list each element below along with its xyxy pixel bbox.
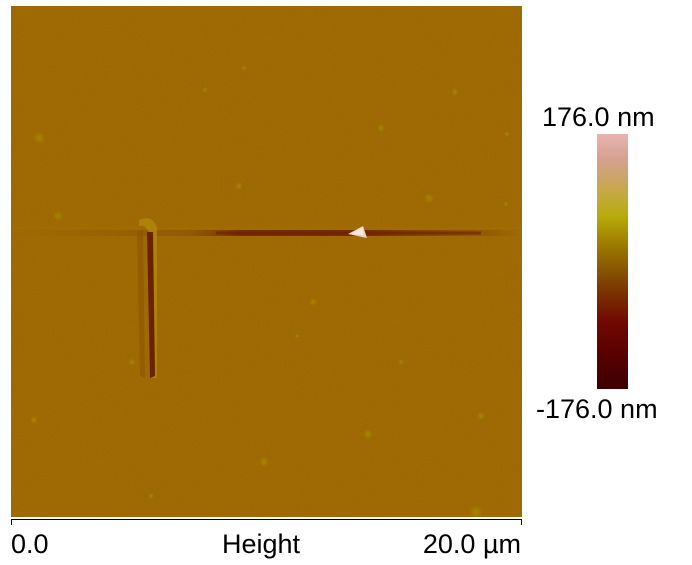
afm-height-image bbox=[11, 6, 522, 517]
horizontal-scratch-core bbox=[216, 231, 481, 235]
axis-tick-right bbox=[521, 519, 522, 525]
particle-highlight bbox=[351, 228, 364, 235]
vertical-scratch bbox=[147, 232, 155, 378]
surface-specks bbox=[30, 65, 510, 517]
axis-tick-left bbox=[11, 519, 12, 525]
vertical-scratch-shadow bbox=[137, 230, 145, 378]
scan-size-axis bbox=[11, 519, 522, 527]
axis-min-label: 0.0 bbox=[11, 529, 49, 559]
channel-title: Height bbox=[222, 529, 301, 559]
afm-grain bbox=[11, 6, 522, 517]
colorbar-max-label: 176.0 nm bbox=[542, 102, 655, 132]
axis-line bbox=[11, 519, 522, 520]
horizontal-scratch-edge bbox=[11, 227, 522, 229]
axis-max-label: 20.0 µm bbox=[422, 529, 521, 559]
colorbar-min-label: -176.0 nm bbox=[536, 394, 658, 424]
height-colorbar bbox=[597, 134, 628, 389]
